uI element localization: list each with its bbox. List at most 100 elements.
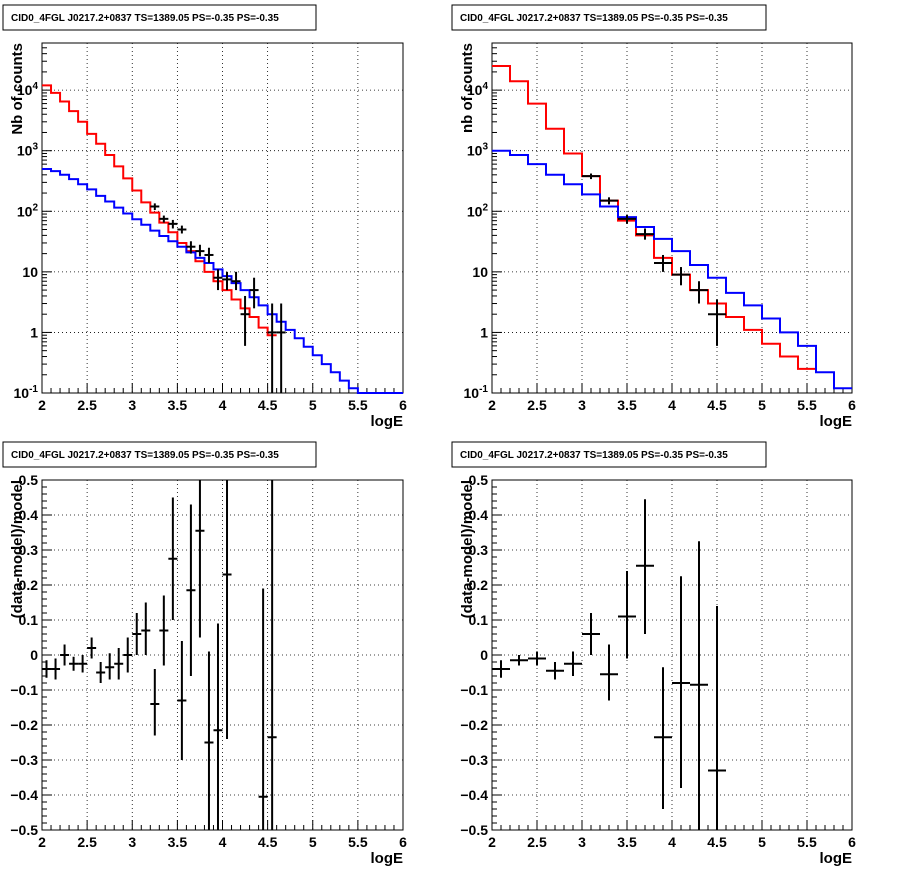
x-tick-label: 5.5	[348, 834, 368, 850]
y-tick-label: −0.3	[460, 752, 488, 768]
data-point	[168, 497, 178, 620]
x-tick-label: 3	[128, 397, 136, 413]
x-tick-label: 6	[848, 834, 856, 850]
data-point	[582, 173, 600, 180]
data-point	[222, 271, 232, 291]
data-point	[528, 651, 546, 666]
data-point	[636, 499, 654, 634]
data-point	[69, 656, 79, 671]
data-point	[600, 197, 618, 205]
data-point	[123, 637, 133, 673]
y-axis-label: (data-model)/model	[9, 480, 26, 618]
data-point	[510, 655, 528, 666]
x-tick-label: 6	[848, 397, 856, 413]
y-axis-label: Nb of counts	[9, 43, 26, 135]
x-axis-label: logE	[820, 850, 853, 867]
data-point	[600, 644, 618, 701]
y-tick-label: 103	[467, 142, 489, 159]
data-point	[708, 299, 726, 346]
model-series-1	[42, 84, 277, 337]
data-point	[195, 244, 205, 257]
chart-panel-3: CID0_4FGL J0217.2+0837 TS=1389.05 PS=-0.…	[2, 441, 407, 867]
y-tick-label: 104	[467, 81, 489, 98]
y-tick-label: 1	[30, 324, 38, 340]
model-series-2	[492, 149, 852, 390]
y-tick-label: −0.5	[10, 822, 38, 838]
y-tick-label: 1	[480, 324, 488, 340]
x-tick-label: 2	[38, 834, 46, 850]
y-tick-label: 0.3	[19, 542, 39, 558]
x-tick-label: 2.5	[77, 834, 97, 850]
y-tick-label: 102	[17, 202, 39, 219]
y-tick-label: −0.4	[10, 787, 38, 803]
data-point	[42, 660, 52, 678]
y-tick-label: −0.1	[10, 682, 38, 698]
x-tick-label: 4	[219, 834, 227, 850]
x-tick-label: 4	[219, 397, 227, 413]
x-tick-label: 3.5	[617, 397, 637, 413]
x-tick-label: 5.5	[797, 834, 817, 850]
grid	[492, 43, 852, 393]
data-point	[159, 215, 169, 223]
y-tick-label: 0.1	[469, 612, 489, 628]
data-point	[150, 669, 160, 736]
chart-title: CID0_4FGL J0217.2+0837 TS=1389.05 PS=-0.…	[11, 450, 279, 461]
x-tick-label: 4.5	[707, 834, 727, 850]
x-tick-label: 5	[758, 397, 766, 413]
data-point	[267, 303, 277, 393]
y-tick-label: 0.2	[469, 577, 489, 593]
x-tick-label: 2	[488, 834, 496, 850]
model-series-2	[42, 167, 403, 394]
chart-panel-1: CID0_4FGL J0217.2+0837 TS=1389.05 PS=-0.…	[2, 4, 407, 430]
x-tick-label: 4	[668, 397, 676, 413]
chart-title: CID0_4FGL J0217.2+0837 TS=1389.05 PS=-0.…	[460, 450, 728, 461]
data-point	[708, 606, 726, 830]
data-point	[492, 660, 510, 678]
x-tick-label: 2	[38, 397, 46, 413]
chart-title: CID0_4FGL J0217.2+0837 TS=1389.05 PS=-0.…	[460, 13, 728, 24]
y-tick-label: 0.2	[19, 577, 39, 593]
y-tick-label: 0.4	[19, 507, 39, 523]
data-points	[492, 499, 726, 830]
x-tick-label: 6	[399, 397, 407, 413]
chart-panel-2: CID0_4FGL J0217.2+0837 TS=1389.05 PS=-0.…	[451, 4, 856, 430]
data-point	[132, 613, 142, 655]
chart-title: CID0_4FGL J0217.2+0837 TS=1389.05 PS=-0.…	[11, 13, 279, 24]
data-point	[231, 271, 241, 291]
y-tick-label: 0.3	[469, 542, 489, 558]
x-axis-label: logE	[371, 413, 404, 430]
chart-title-box	[451, 441, 767, 468]
data-point	[168, 219, 178, 229]
x-tick-label: 5.5	[797, 397, 817, 413]
x-axis-label: logE	[371, 850, 404, 867]
y-tick-label: 0	[30, 647, 38, 663]
data-points	[150, 203, 286, 393]
y-axis-label: (data-model)/model	[459, 480, 476, 618]
x-tick-label: 2.5	[527, 397, 547, 413]
data-point	[636, 228, 654, 240]
y-tick-label: −0.2	[460, 717, 488, 733]
x-tick-label: 5.5	[348, 397, 368, 413]
y-tick-label: −0.5	[460, 822, 488, 838]
y-tick-label: 0.4	[469, 507, 489, 523]
data-point	[654, 667, 672, 809]
x-tick-label: 4	[668, 834, 676, 850]
x-tick-label: 2.5	[527, 834, 547, 850]
data-point	[267, 480, 277, 830]
model-series-1	[492, 65, 816, 370]
chart-title-box	[2, 441, 317, 468]
data-point	[159, 595, 169, 666]
x-tick-label: 4.5	[258, 397, 278, 413]
data-point	[258, 588, 268, 830]
y-tick-label: −0.3	[10, 752, 38, 768]
data-point	[177, 225, 187, 234]
y-tick-label: 0.5	[469, 472, 489, 488]
x-tick-label: 3.5	[168, 397, 188, 413]
grid	[42, 480, 403, 830]
y-tick-label: 0.5	[19, 472, 39, 488]
x-tick-label: 3.5	[617, 834, 637, 850]
y-tick-label: 104	[17, 81, 39, 98]
data-point	[60, 644, 70, 666]
data-point	[249, 277, 259, 309]
data-point	[672, 267, 690, 286]
